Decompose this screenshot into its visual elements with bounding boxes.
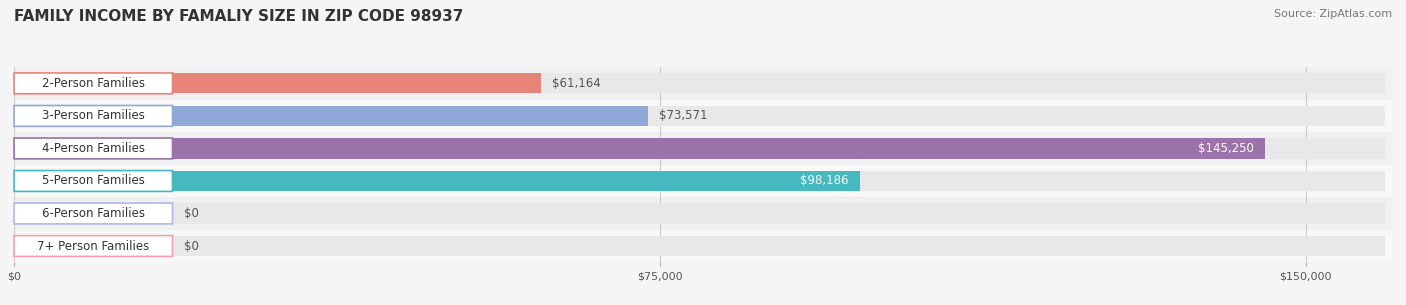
FancyBboxPatch shape [14, 236, 173, 257]
Text: $61,164: $61,164 [551, 77, 600, 90]
FancyBboxPatch shape [14, 203, 173, 224]
Text: 6-Person Families: 6-Person Families [42, 207, 145, 220]
Bar [14, 165, 1392, 197]
Text: 2-Person Families: 2-Person Families [42, 77, 145, 90]
Bar [14, 171, 859, 191]
Bar [21, 236, 1385, 256]
FancyBboxPatch shape [14, 170, 173, 191]
Bar [14, 73, 541, 93]
Text: Source: ZipAtlas.com: Source: ZipAtlas.com [1274, 9, 1392, 19]
Bar [14, 100, 1392, 132]
Bar [14, 230, 1392, 262]
FancyBboxPatch shape [14, 138, 173, 159]
Text: $73,571: $73,571 [658, 109, 707, 122]
Text: $0: $0 [184, 207, 198, 220]
Bar [21, 203, 1385, 224]
Bar [21, 138, 1385, 159]
Bar [14, 106, 648, 126]
Bar [21, 73, 1385, 93]
Text: 5-Person Families: 5-Person Families [42, 174, 145, 188]
Text: FAMILY INCOME BY FAMALIY SIZE IN ZIP CODE 98937: FAMILY INCOME BY FAMALIY SIZE IN ZIP COD… [14, 9, 464, 24]
Bar [21, 171, 1385, 191]
Text: 7+ Person Families: 7+ Person Families [37, 239, 149, 253]
Bar [14, 132, 1392, 165]
Bar [14, 138, 1265, 159]
Text: 4-Person Families: 4-Person Families [42, 142, 145, 155]
Text: $0: $0 [184, 239, 198, 253]
FancyBboxPatch shape [14, 106, 173, 126]
Text: 3-Person Families: 3-Person Families [42, 109, 145, 122]
Text: $145,250: $145,250 [1198, 142, 1254, 155]
Text: $98,186: $98,186 [800, 174, 849, 188]
Bar [21, 106, 1385, 126]
Bar [14, 197, 1392, 230]
Bar [14, 67, 1392, 100]
FancyBboxPatch shape [14, 73, 173, 94]
